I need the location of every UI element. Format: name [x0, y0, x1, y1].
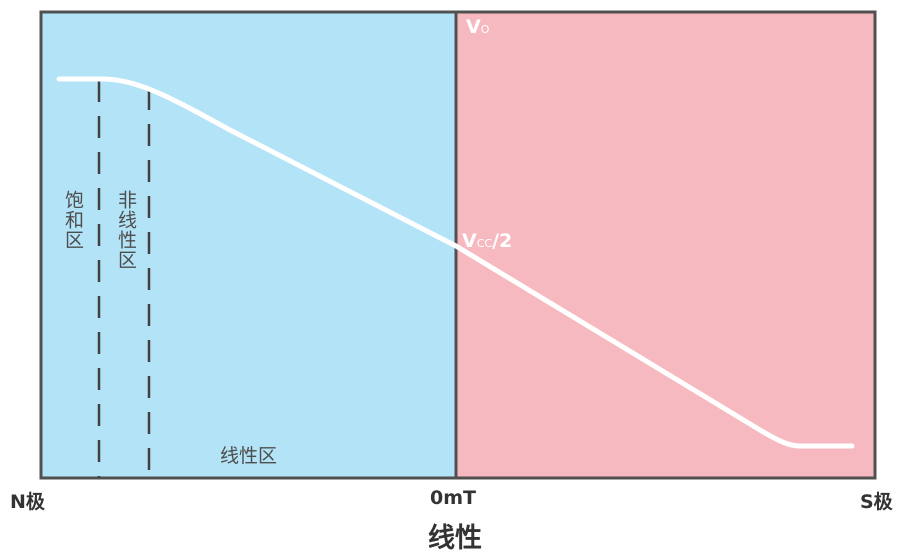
- frame-border: [39, 10, 877, 480]
- n-pole-label: N极: [10, 491, 45, 513]
- vo-label: VO: [466, 16, 490, 38]
- s-pole-region: [456, 12, 875, 478]
- linear-region-label: 线性区: [220, 445, 278, 467]
- vcc-half-label: VCC/2: [462, 230, 513, 252]
- s-pole-label: S极: [860, 491, 893, 513]
- zero-mt-label: 0mT: [430, 487, 476, 509]
- output-transfer-curve: [56, 76, 855, 449]
- saturation-region-label: 饱和区: [62, 190, 84, 250]
- diagram-caption: 线性: [428, 523, 482, 554]
- nonlinear-region-label: 非线性区: [115, 190, 137, 270]
- n-pole-region: [41, 12, 456, 478]
